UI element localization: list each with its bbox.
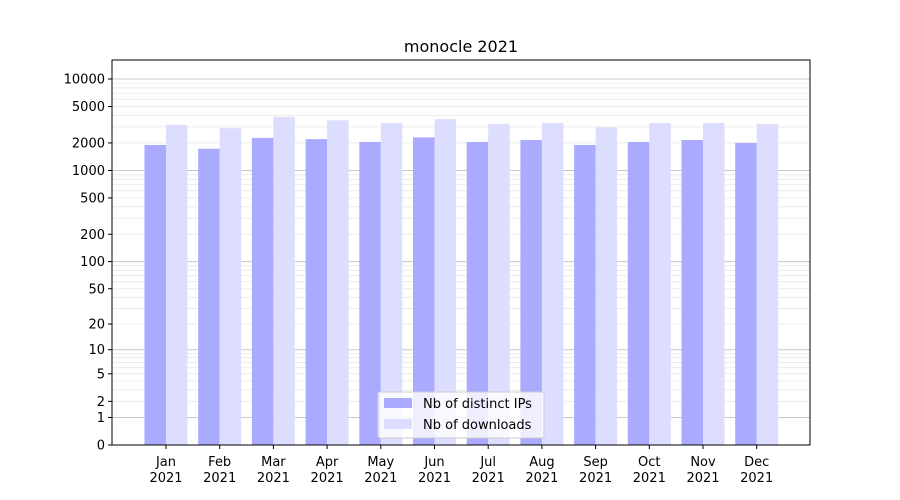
- x-tick-label: Dec 2021: [740, 455, 773, 486]
- y-tick-label: 1: [97, 411, 105, 426]
- y-tick-label: 2000: [72, 136, 105, 151]
- y-axis: 0 12 5 10 20 50 100 200 500 1000 2000 5000 10000: [64, 72, 112, 454]
- y-tick-label: 10: [88, 343, 105, 358]
- y-tick-label: 20: [88, 318, 105, 333]
- x-tick-label: Apr 2021: [311, 455, 344, 486]
- bar-distinct-ips: [681, 140, 703, 445]
- bar-distinct-ips: [735, 142, 757, 445]
- bar-distinct-ips: [144, 144, 166, 445]
- bar-distinct-ips: [413, 137, 435, 445]
- y-tick-label: 5000: [72, 100, 105, 115]
- x-tick-label: Jul 2021: [472, 455, 505, 486]
- bar-downloads: [488, 123, 510, 446]
- y-tick-label: 100: [80, 255, 105, 270]
- legend: Nb of distinct IPs Nb of downloads: [377, 391, 545, 439]
- x-tick-label: Jun 2021: [418, 455, 451, 486]
- x-tick-label: Sep 2021: [579, 455, 612, 486]
- y-tick-label: 2: [97, 395, 105, 410]
- bar-distinct-ips: [198, 148, 220, 446]
- bar-downloads: [595, 127, 618, 445]
- bar-downloads: [649, 123, 671, 445]
- x-tick-label: Jan 2021: [149, 455, 182, 486]
- y-tick-label: 50: [88, 282, 105, 297]
- y-tick-label: 0: [97, 439, 105, 454]
- bar-downloads: [273, 116, 295, 446]
- x-tick-label: Aug 2021: [525, 455, 558, 486]
- y-tick-label: 1000: [72, 164, 105, 179]
- legend-box: [377, 391, 545, 439]
- bar-downloads: [756, 123, 779, 446]
- x-tick-label: Oct 2021: [633, 455, 666, 486]
- bar-distinct-ips: [466, 141, 489, 445]
- x-tick-label: Mar 2021: [257, 455, 290, 486]
- bar-downloads: [166, 124, 188, 445]
- x-tick-label: Feb 2021: [203, 455, 236, 486]
- y-tick-label: 200: [80, 228, 105, 243]
- bar-distinct-ips: [305, 139, 328, 445]
- bar-downloads: [219, 128, 242, 445]
- bars: [144, 116, 779, 446]
- bar-distinct-ips: [520, 140, 542, 445]
- bar-downloads: [703, 123, 725, 445]
- bar-downloads: [327, 120, 349, 445]
- bar-distinct-ips: [251, 137, 274, 445]
- bar-downloads: [380, 123, 403, 445]
- x-axis: Jan 2021 Feb 2021 Mar 2021 Apr 2021 May 2021 Jun 20…: [149, 445, 773, 486]
- bar-distinct-ips: [359, 141, 381, 445]
- bar-downloads: [434, 119, 456, 445]
- x-tick-label: May 2021: [364, 455, 397, 486]
- chart-title: monocle 2021: [404, 37, 518, 56]
- legend-swatch-ips: [384, 398, 412, 408]
- bar-distinct-ips: [627, 141, 650, 445]
- legend-label-ips: Nb of distinct IPs: [423, 397, 532, 412]
- bar-distinct-ips: [574, 144, 596, 445]
- y-tick-label: 500: [80, 191, 105, 206]
- axes-frame: [111, 59, 811, 446]
- bar-downloads: [541, 123, 564, 445]
- x-tick-label: Nov 2021: [686, 455, 719, 486]
- legend-label-downloads: Nb of downloads: [423, 418, 532, 433]
- y-tick-label: 10000: [64, 72, 105, 87]
- y-tick-label: 5: [97, 367, 105, 382]
- legend-swatch-downloads: [384, 419, 412, 429]
